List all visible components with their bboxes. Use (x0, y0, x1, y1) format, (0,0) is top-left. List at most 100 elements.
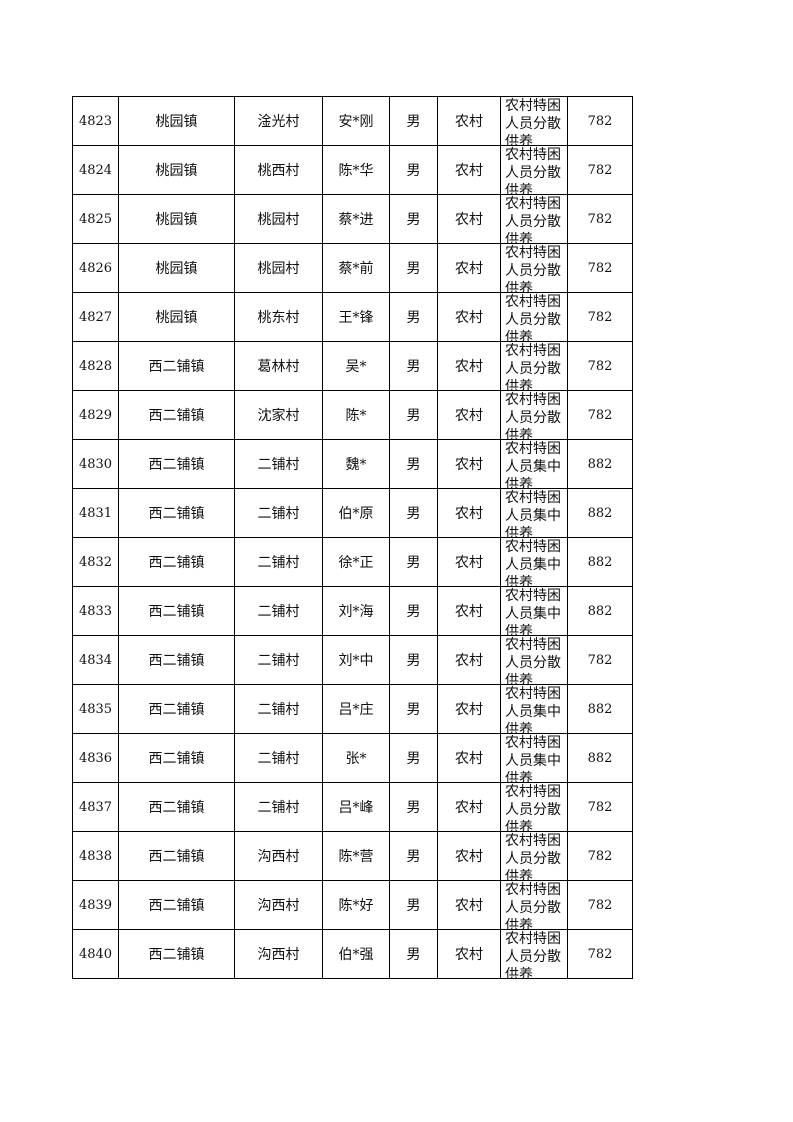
amount: 782 (567, 292, 633, 342)
village: 二铺村 (234, 488, 323, 538)
amount: 782 (567, 880, 633, 930)
town: 西二铺镇 (118, 929, 235, 979)
gender: 男 (389, 537, 438, 587)
cell: 农村特困人员集中供养 (500, 586, 568, 636)
cell: 农村特困人员集中供养 (500, 684, 568, 734)
cell: 农村特困人员分散供养 (500, 880, 568, 930)
table-row: 4830 西二铺镇 二铺村 魏* 男农村 农村特困人员集中供养 882 (72, 439, 633, 489)
town: 桃园镇 (118, 194, 235, 244)
row-number: 4831 (72, 488, 119, 538)
town: 西二铺镇 (118, 586, 235, 636)
person-name: 伯*强 (322, 929, 390, 979)
gender: 男 (389, 684, 438, 734)
residence: 农村 (437, 586, 501, 636)
gender: 男 (389, 782, 438, 832)
residence: 农村 (437, 194, 501, 244)
residence: 农村 (437, 635, 501, 685)
amount: 782 (567, 96, 633, 146)
town: 西二铺镇 (118, 733, 235, 783)
town: 西二铺镇 (118, 635, 235, 685)
gender: 男 (389, 488, 438, 538)
gender: 男 (389, 439, 438, 489)
village: 葛林村 (234, 341, 323, 391)
town: 桃园镇 (118, 145, 235, 195)
cell: 农村特困人员分散供养 (500, 635, 568, 685)
category: 农村特困人员集中供养 (505, 539, 561, 586)
row-number: 4826 (72, 243, 119, 293)
cell: 农村特困人员分散供养 (500, 243, 568, 293)
category: 农村特困人员集中供养 (505, 490, 561, 537)
person-name: 蔡*前 (322, 243, 390, 293)
category: 农村特困人员分散供养 (505, 245, 561, 292)
table-row: 4840 西二铺镇 沟西村 伯*强男农村 农村特困人员分散供养 782 (72, 929, 633, 979)
cell: 农村特困人员分散供养 (500, 96, 568, 146)
residence: 农村 (437, 880, 501, 930)
town: 桃园镇 (118, 243, 235, 293)
cell: 农村特困人员集中供养 (500, 733, 568, 783)
amount: 782 (567, 243, 633, 293)
person-name: 徐*正 (322, 537, 390, 587)
category: 农村特困人员分散供养 (505, 833, 561, 880)
category: 农村特困人员集中供养 (505, 441, 561, 488)
cell: 农村特困人员分散供养 (500, 145, 568, 195)
residence: 农村 (437, 96, 501, 146)
row-number: 4834 (72, 635, 119, 685)
row-number: 4838 (72, 831, 119, 881)
town: 西二铺镇 (118, 782, 235, 832)
category: 农村特困人员集中供养 (505, 588, 561, 635)
amount: 782 (567, 341, 633, 391)
village: 桃园村 (234, 194, 323, 244)
village: 二铺村 (234, 782, 323, 832)
village: 桃西村 (234, 145, 323, 195)
amount: 882 (567, 488, 633, 538)
row-number: 4824 (72, 145, 119, 195)
person-name: 蔡*进 (322, 194, 390, 244)
amount: 782 (567, 390, 633, 440)
table-row: 4834 西二铺镇 二铺村 刘*中男农村 农村特困人员分散供养 782 (72, 635, 633, 685)
gender: 男 (389, 831, 438, 881)
table-row: 4838 西二铺镇 沟西村 陈*营男农村 农村特困人员分散供养 782 (72, 831, 633, 881)
cell: 农村特困人员分散供养 (500, 390, 568, 440)
town: 西二铺镇 (118, 439, 235, 489)
row-number: 4830 (72, 439, 119, 489)
residence: 农村 (437, 684, 501, 734)
cell: 农村特困人员集中供养 (500, 488, 568, 538)
village: 二铺村 (234, 439, 323, 489)
person-name: 吕*峰 (322, 782, 390, 832)
village: 二铺村 (234, 684, 323, 734)
row-number: 4840 (72, 929, 119, 979)
gender: 男 (389, 929, 438, 979)
table-row: 4826 桃园镇 桃园村 蔡*前男农村 农村特困人员分散供养 782 (72, 243, 633, 293)
town: 西二铺镇 (118, 390, 235, 440)
person-name: 陈*营 (322, 831, 390, 881)
person-name: 吴* (322, 341, 390, 391)
category: 农村特困人员分散供养 (505, 392, 561, 439)
gender: 男 (389, 194, 438, 244)
row-number: 4825 (72, 194, 119, 244)
village: 沈家村 (234, 390, 323, 440)
row-number: 4823 (72, 96, 119, 146)
table-row: 4839 西二铺镇 沟西村 陈*好男农村 农村特困人员分散供养 782 (72, 880, 633, 930)
person-name: 吕*庄 (322, 684, 390, 734)
person-name: 安*刚 (322, 96, 390, 146)
village: 沟西村 (234, 831, 323, 881)
person-name: 王*锋 (322, 292, 390, 342)
table: 4823 桃园镇 淦光村 安*刚男农村 农村特困人员分散供养 782 4824 桃园镇 桃西村陈… (72, 96, 633, 979)
amount: 882 (567, 586, 633, 636)
person-name: 魏* (322, 439, 390, 489)
village: 淦光村 (234, 96, 323, 146)
row-number: 4836 (72, 733, 119, 783)
table-row: 4824 桃园镇 桃西村 陈*华男农村 农村特困人员分散供养 782 (72, 145, 633, 195)
table-row: 4836 西二铺镇 二铺村 张* 男农村 农村特困人员集中供养 882 (72, 733, 633, 783)
cell: 农村特困人员分散供养 (500, 929, 568, 979)
category: 农村特困人员集中供养 (505, 686, 561, 733)
table-row: 4825 桃园镇 桃园村 蔡*进男农村 农村特困人员分散供养 782 (72, 194, 633, 244)
village: 沟西村 (234, 880, 323, 930)
table-row: 4827 桃园镇 桃东村 王*锋男农村 农村特困人员分散供养 782 (72, 292, 633, 342)
table-row: 4831 西二铺镇 二铺村 伯*原男农村 农村特困人员集中供养 882 (72, 488, 633, 538)
amount: 782 (567, 194, 633, 244)
town: 西二铺镇 (118, 537, 235, 587)
amount: 882 (567, 684, 633, 734)
cell: 农村特困人员分散供养 (500, 292, 568, 342)
residence: 农村 (437, 782, 501, 832)
